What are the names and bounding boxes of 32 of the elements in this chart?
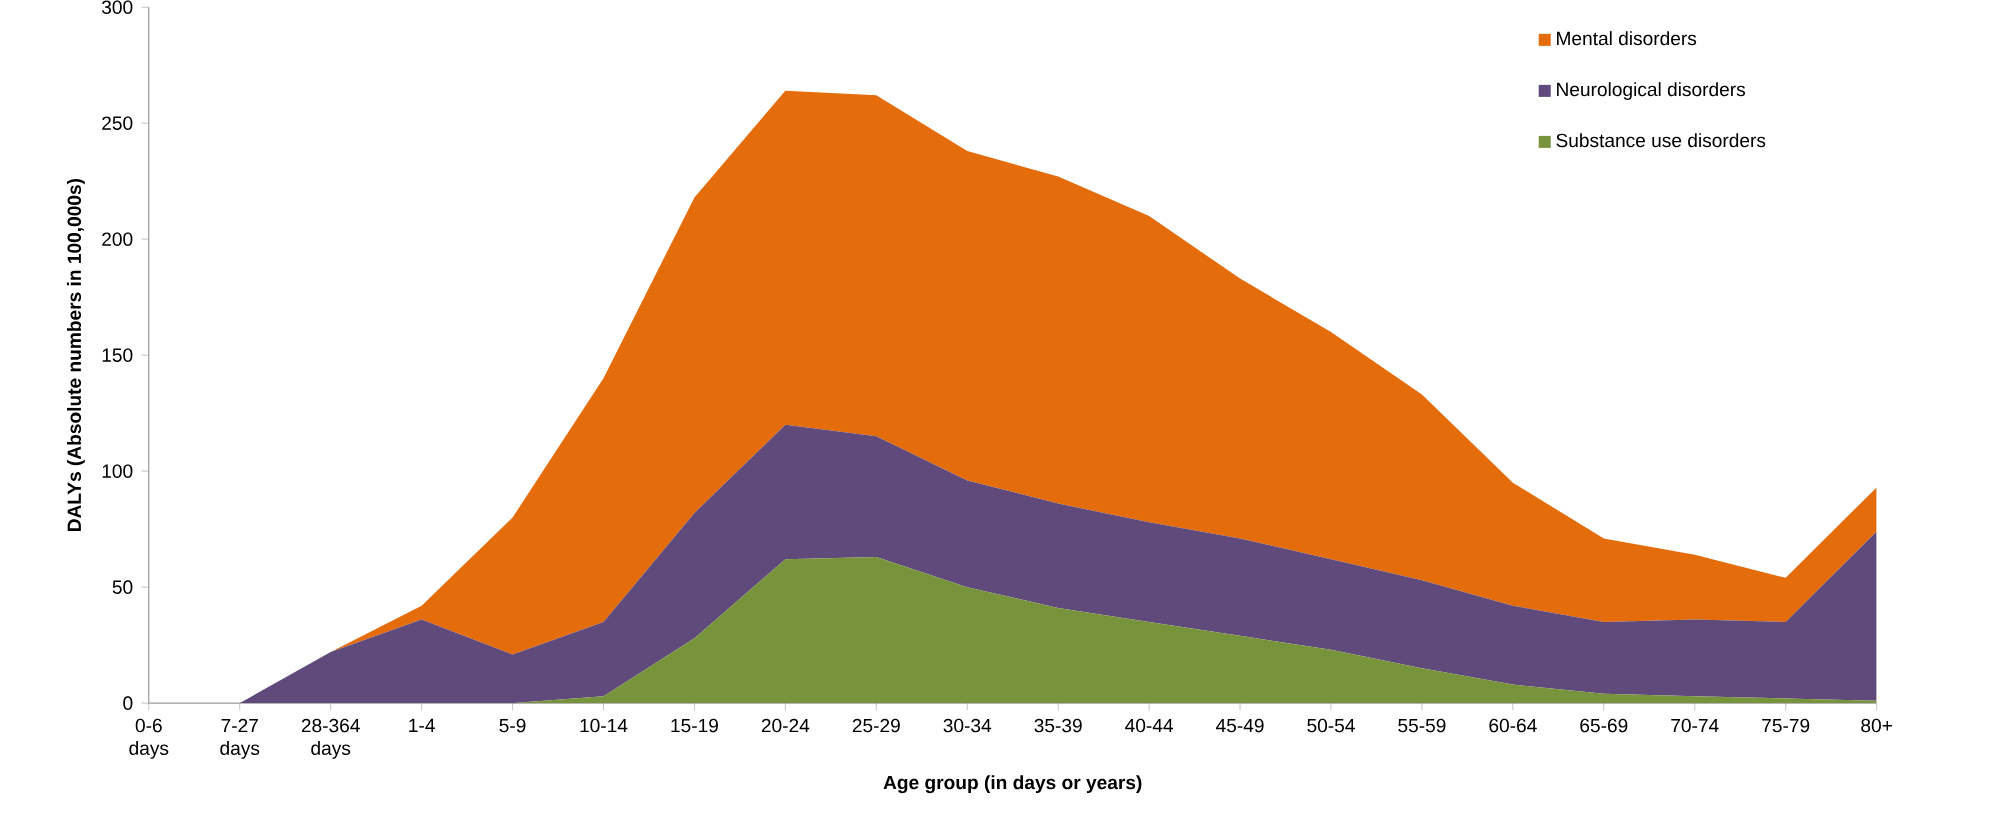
x-tick-label: 75-79: [1762, 718, 1810, 733]
x-tick-label: 25-29: [852, 718, 900, 733]
x-tick-label: 55-59: [1398, 718, 1446, 733]
y-tick-label: 50: [112, 580, 133, 594]
x-tick-label: 1-4: [409, 718, 435, 732]
x-tick-label: 7-27 days: [220, 718, 260, 759]
x-tick-label: 5-9: [499, 718, 526, 733]
x-tick-label: 60-64: [1489, 718, 1537, 733]
legend-label: Mental disorders: [1557, 31, 1697, 46]
x-tick-label: 30-34: [943, 718, 992, 733]
y-tick-label: 0: [123, 696, 133, 710]
x-tick-label: 0-6 days: [129, 718, 169, 759]
x-tick-label: 28-364 days: [301, 718, 360, 759]
y-tick-label: 200: [102, 232, 133, 246]
x-tick-label: 70-74: [1671, 718, 1719, 733]
y-tick-label: 300: [101, 0, 133, 15]
x-tick-label: 80+: [1861, 718, 1892, 733]
y-tick-label: 100: [102, 464, 133, 478]
y-tick-label: 250: [102, 116, 133, 130]
x-tick-label: 65-69: [1580, 718, 1628, 733]
x-tick-label: 45-49: [1216, 718, 1264, 733]
y-axis-title: DALYs (Absolute numbers in 100,000s): [66, 179, 85, 532]
x-tick-label: 40-44: [1125, 718, 1174, 733]
legend-label: Neurological disorders: [1557, 82, 1746, 101]
x-tick-label: 50-54: [1307, 718, 1355, 733]
x-tick-label: 35-39: [1034, 718, 1082, 733]
legend-label: Substance use disorders: [1556, 133, 1766, 148]
x-tick-label: 15-19: [671, 718, 718, 733]
x-tick-label: 20-24: [761, 718, 810, 733]
y-tick-label: 150: [102, 348, 133, 362]
x-axis-title: Age group (in days or years): [883, 775, 1142, 794]
x-tick-label: 10-14: [580, 718, 628, 733]
